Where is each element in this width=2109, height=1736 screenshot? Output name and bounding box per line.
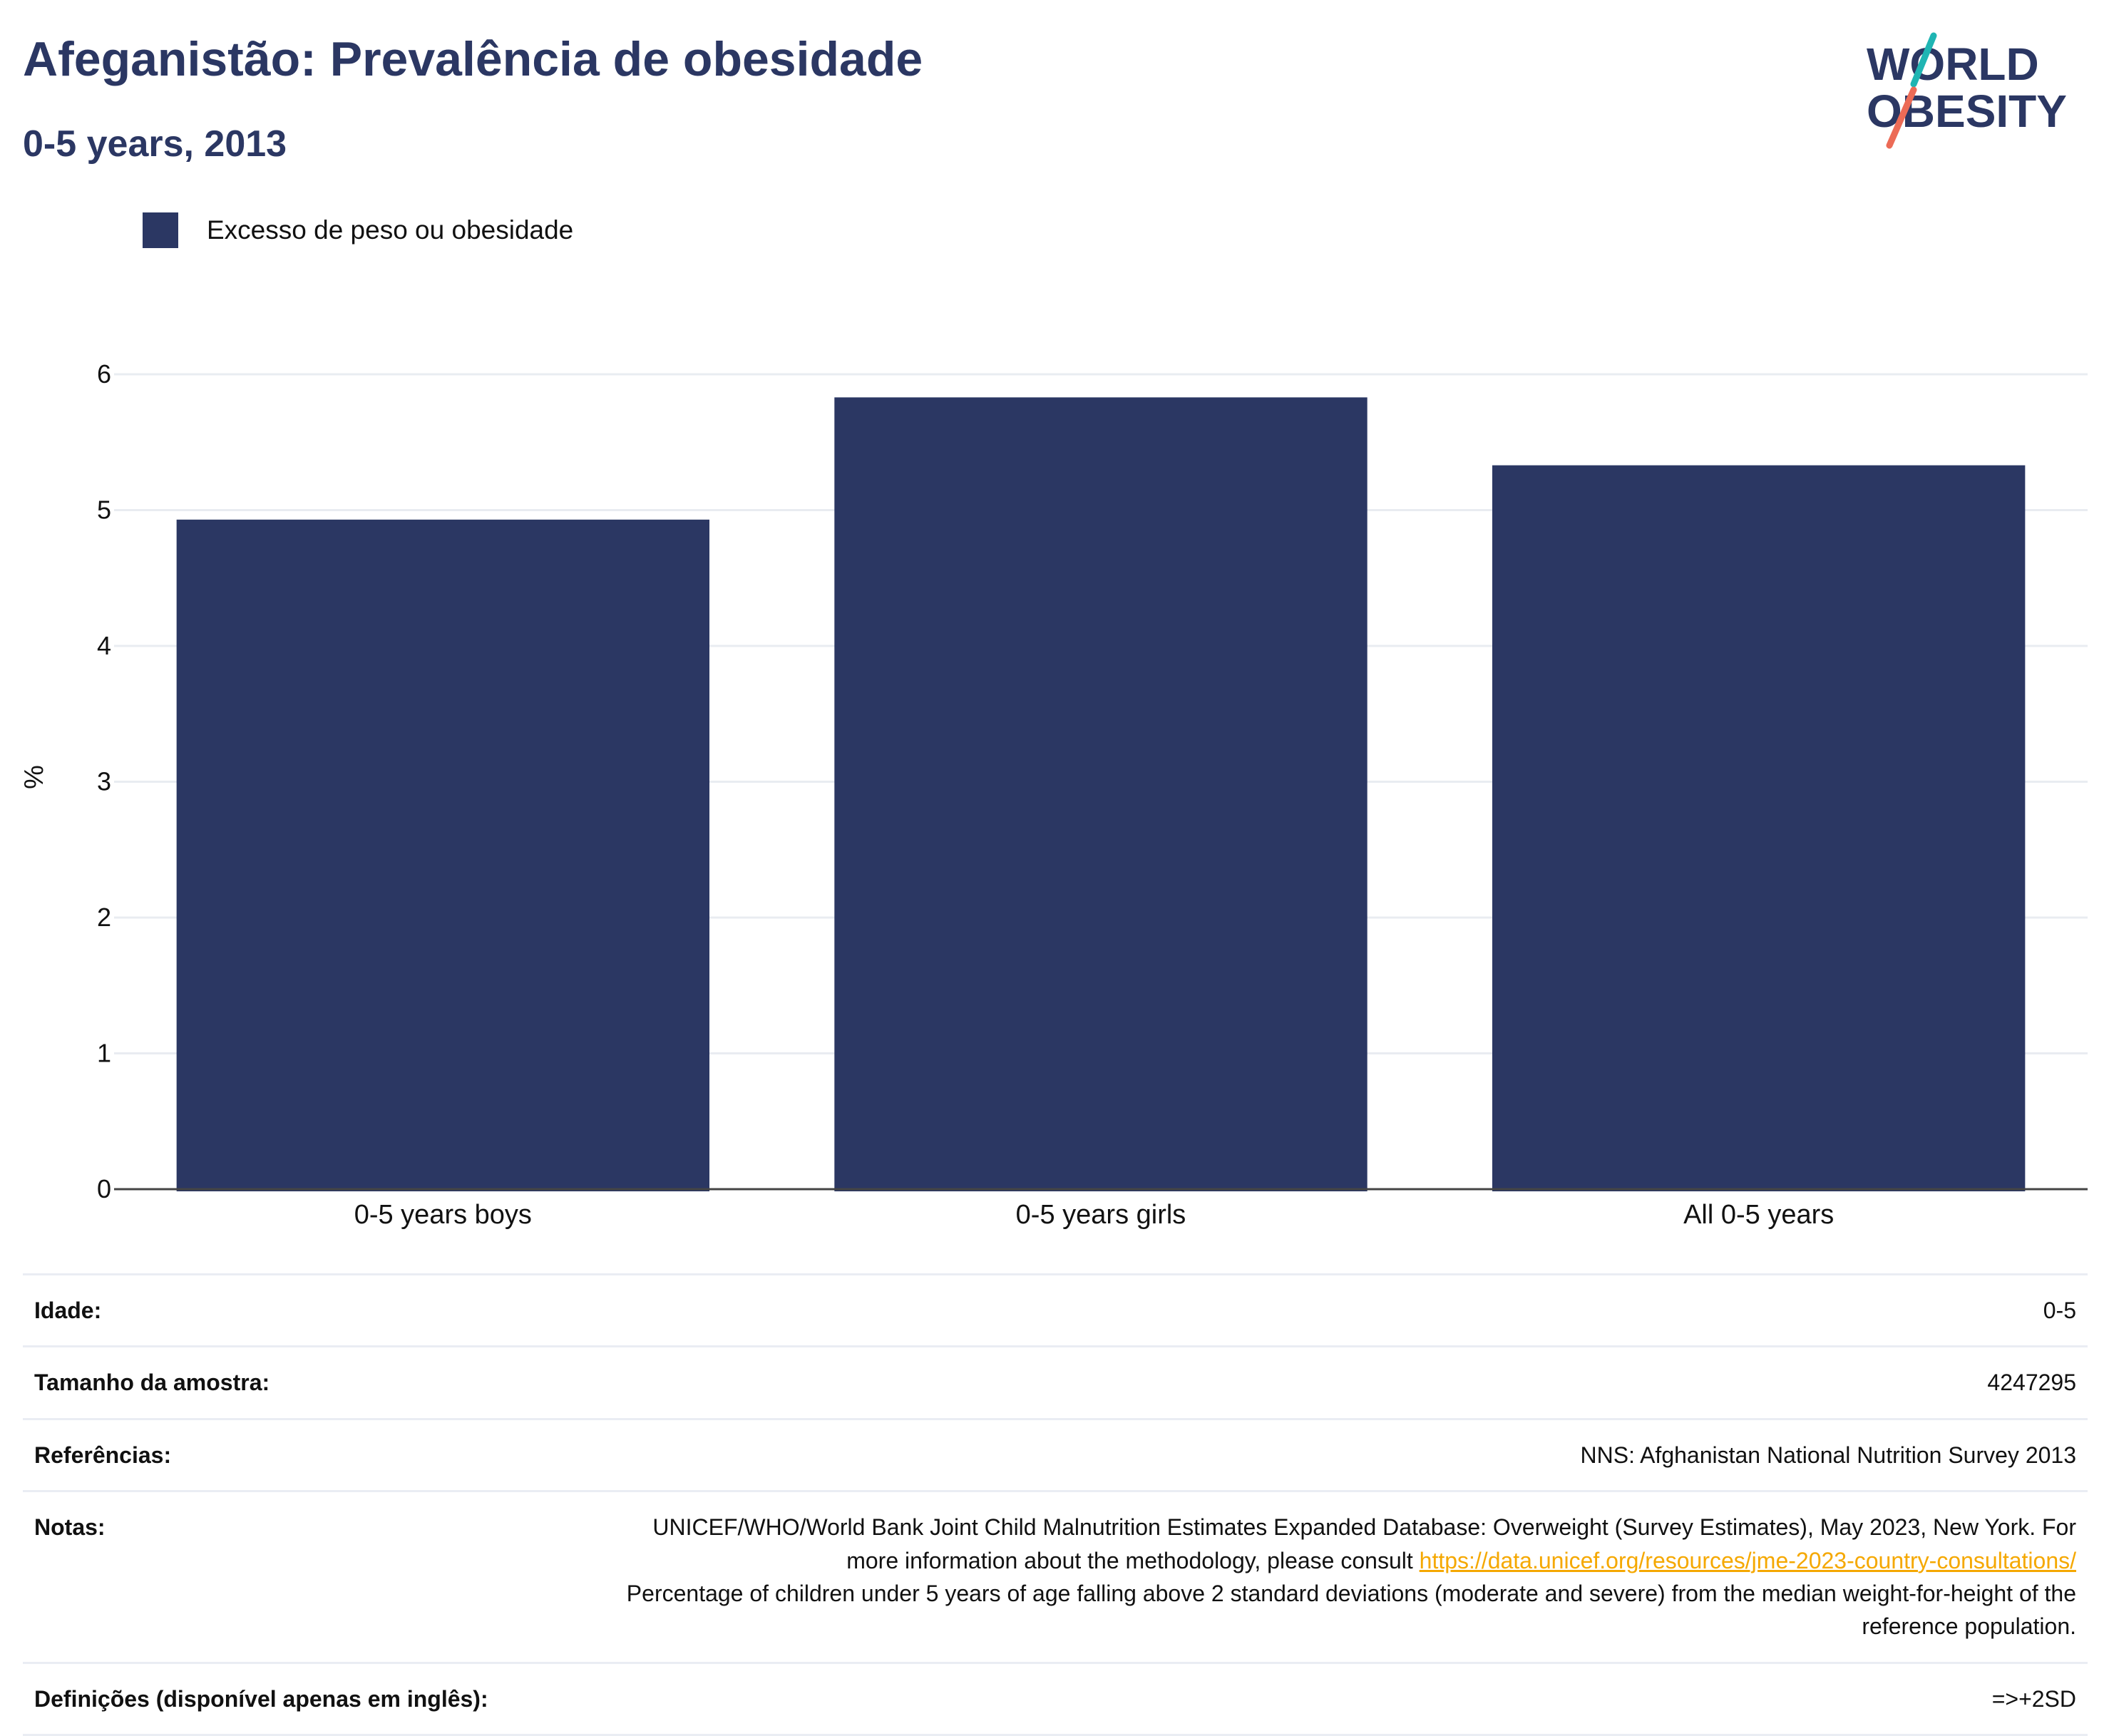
chart-title: Afeganistão: Prevalência de obesidade xyxy=(23,32,923,86)
x-tick-label: 0-5 years boys xyxy=(354,1200,532,1230)
logo-slash-coral xyxy=(1886,86,1917,149)
bar[interactable] xyxy=(1492,465,2026,1191)
bar[interactable] xyxy=(176,519,710,1191)
axes: 0 1 2 3 4 5 6% 0-5 years boys 0-5 years girls All… xyxy=(19,359,2088,1230)
y-tick-label: 0 xyxy=(97,1174,111,1203)
x-tick-label: 0-5 years girls xyxy=(1016,1200,1186,1230)
chart-subtitle: 0-5 years, 2013 xyxy=(23,123,287,165)
definitions-label: Definições (disponível apenas em inglês)… xyxy=(23,1661,587,1736)
info-row-references: Referências: NNS: Afghanistan National N… xyxy=(23,1417,2088,1491)
chart-legend: Excesso de peso ou obesidade xyxy=(143,212,573,248)
age-label: Idade: xyxy=(23,1273,587,1347)
world-obesity-logo: WORLD OBESITY xyxy=(1867,32,2067,149)
logo-line-1: WORLD xyxy=(1867,38,2039,90)
legend-label[interactable]: Excesso de peso ou obesidade xyxy=(207,215,574,245)
bars xyxy=(176,397,2026,1191)
info-row-notes: Notas: UNICEF/WHO/World Bank Joint Child… xyxy=(23,1490,2088,1663)
notes-text-1: UNICEF/WHO/World Bank Joint Child Malnut… xyxy=(652,1514,2076,1573)
bar-chart: 0 1 2 3 4 5 6% 0-5 years boys 0-5 years girls All… xyxy=(19,359,2088,1230)
x-tick-label: All 0-5 years xyxy=(1683,1200,1834,1230)
references-label: Referências: xyxy=(23,1417,587,1491)
y-tick-label: 4 xyxy=(97,631,111,660)
y-tick-label: 2 xyxy=(97,903,111,932)
y-tick-label: 3 xyxy=(97,767,111,796)
info-row-sample: Tamanho da amostra: 4247295 xyxy=(23,1345,2088,1419)
bar[interactable] xyxy=(834,397,1367,1191)
y-tick-label: 1 xyxy=(97,1039,111,1068)
notes-value: UNICEF/WHO/World Bank Joint Child Malnut… xyxy=(587,1490,2088,1663)
y-tick-label: 6 xyxy=(97,359,111,389)
legend-swatch xyxy=(143,212,178,248)
y-axis-label: % xyxy=(19,765,49,789)
age-value: 0-5 xyxy=(587,1273,2088,1347)
metadata-table: Idade: 0-5 Tamanho da amostra: 4247295 R… xyxy=(23,1273,2088,1736)
sample-size-label: Tamanho da amostra: xyxy=(23,1345,587,1419)
notes-text-2: Percentage of children under 5 years of … xyxy=(626,1580,2076,1640)
y-tick-label: 5 xyxy=(97,495,111,525)
definitions-value: =>+2SD xyxy=(587,1661,2088,1736)
info-row-age: Idade: 0-5 xyxy=(23,1273,2088,1347)
notes-link[interactable]: https://data.unicef.org/resources/jme-20… xyxy=(1419,1547,2076,1573)
logo-slash-teal xyxy=(1910,32,1937,88)
info-row-definitions: Definições (disponível apenas em inglês)… xyxy=(23,1661,2088,1736)
references-value: NNS: Afghanistan National Nutrition Surv… xyxy=(587,1417,2088,1491)
notes-label: Notas: xyxy=(23,1490,587,1663)
sample-size-value: 4247295 xyxy=(587,1345,2088,1419)
